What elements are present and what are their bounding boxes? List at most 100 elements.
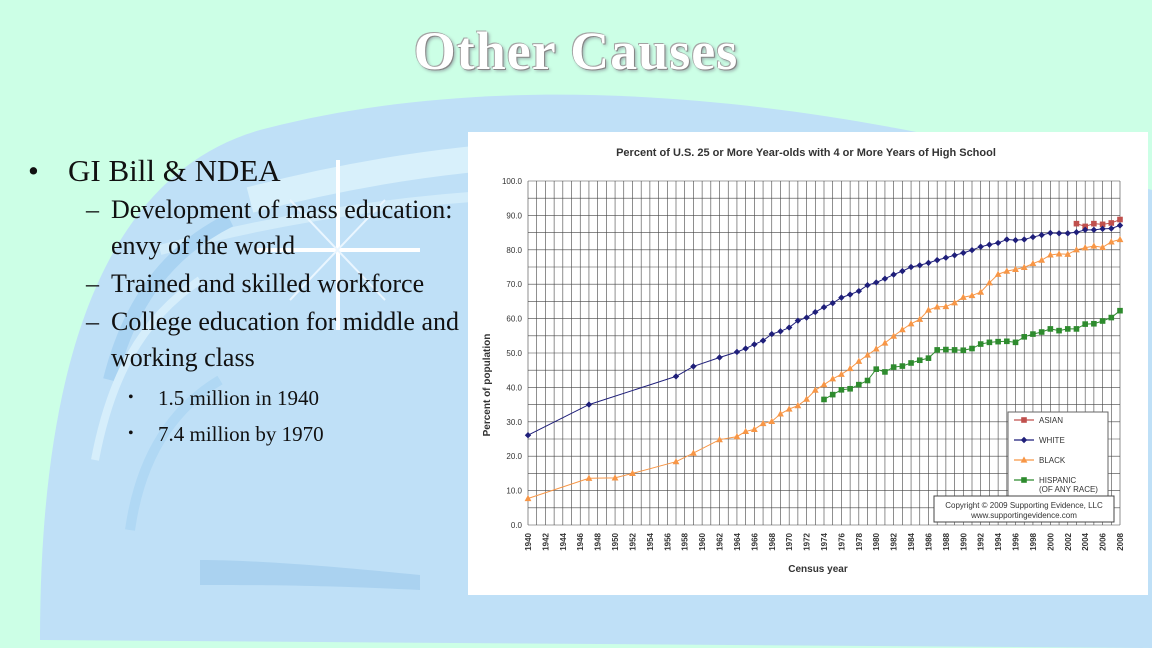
data-point <box>1082 223 1088 230</box>
legend-label: WHITE <box>1039 436 1065 445</box>
series-line <box>527 238 1121 499</box>
data-point <box>733 432 741 440</box>
data-point <box>933 303 941 310</box>
bullet-dot-icon: • <box>28 153 39 188</box>
y-tick-label: 10.0 <box>506 487 522 496</box>
data-point <box>1047 326 1054 332</box>
data-point <box>1099 225 1106 233</box>
data-point <box>1029 259 1037 267</box>
data-point <box>934 347 940 353</box>
data-point <box>986 339 993 346</box>
data-point <box>733 348 741 356</box>
data-point <box>882 369 888 375</box>
data-point <box>986 279 993 286</box>
data-point <box>812 308 819 316</box>
data-point <box>995 338 1001 345</box>
data-point <box>759 419 767 427</box>
dash-icon: – <box>86 269 99 298</box>
data-point <box>759 337 767 344</box>
bullet-dot-icon: • <box>128 425 134 442</box>
x-tick-label: 1944 <box>559 532 568 550</box>
data-point <box>1055 250 1063 257</box>
y-tick-label: 80.0 <box>506 246 522 255</box>
x-tick-label: 2002 <box>1064 532 1073 550</box>
data-point <box>1107 238 1115 245</box>
x-axis-ticks: 1940 1942 1944 1946 1948 1950 1952 1954 1956 1958… <box>524 532 1125 550</box>
data-point <box>968 291 976 299</box>
data-point <box>690 363 697 370</box>
chart-series <box>524 216 1124 502</box>
data-point <box>864 377 871 384</box>
data-point <box>1064 230 1071 237</box>
y-tick-label: 50.0 <box>506 349 522 358</box>
data-point <box>1064 326 1071 332</box>
bullet-list: • GI Bill & NDEA – Development of mass e… <box>28 152 478 452</box>
data-point <box>1117 216 1123 223</box>
data-point <box>1055 230 1063 237</box>
data-point <box>1090 242 1098 249</box>
data-point <box>742 345 749 352</box>
data-point <box>811 386 819 393</box>
y-axis-label: Percent of population <box>482 334 493 437</box>
y-tick-label: 40.0 <box>506 383 522 392</box>
data-point <box>1038 231 1045 239</box>
data-point <box>925 259 932 267</box>
y-tick-label: 20.0 <box>506 452 522 461</box>
data-point <box>1081 226 1089 234</box>
data-point <box>794 402 802 409</box>
data-point <box>933 256 941 264</box>
data-point <box>1020 263 1028 270</box>
data-point <box>803 314 810 321</box>
data-point <box>925 306 932 313</box>
x-tick-label: 1996 <box>1012 532 1021 550</box>
data-point <box>1056 327 1062 334</box>
data-point <box>785 405 793 412</box>
data-point <box>1073 326 1080 332</box>
y-tick-label: 30.0 <box>506 418 522 427</box>
data-point <box>951 299 958 306</box>
data-point <box>1099 318 1106 324</box>
copyright-line: Copyright © 2009 Supporting Evidence, LL… <box>945 501 1103 510</box>
data-point <box>585 401 593 408</box>
data-point <box>846 291 854 298</box>
data-point <box>1012 265 1019 273</box>
data-point <box>585 474 593 481</box>
data-point <box>829 391 836 398</box>
x-tick-label: 1948 <box>594 532 603 550</box>
data-point <box>873 366 880 372</box>
data-point <box>960 347 967 354</box>
x-tick-label: 2000 <box>1046 532 1055 550</box>
x-axis-label: Census year <box>788 564 848 575</box>
bullet-item: • GI Bill & NDEA <box>28 152 478 190</box>
dash-icon: – <box>86 307 99 336</box>
data-point <box>1003 267 1011 274</box>
data-point <box>1012 339 1019 346</box>
data-point <box>890 332 898 339</box>
x-tick-label: 1980 <box>872 532 881 550</box>
data-point <box>951 252 958 259</box>
data-point <box>881 339 889 346</box>
data-point <box>1038 329 1045 335</box>
data-point <box>1073 246 1080 253</box>
data-point <box>803 395 810 402</box>
y-tick-label: 70.0 <box>506 280 522 289</box>
data-point <box>916 357 923 364</box>
x-tick-label: 1992 <box>977 532 986 550</box>
data-point <box>820 381 828 388</box>
data-point <box>942 302 950 310</box>
data-point <box>1012 236 1019 244</box>
data-point <box>890 364 897 370</box>
sub-sub-bullet-text: 1.5 million in 1940 <box>158 386 320 410</box>
data-point <box>1038 256 1046 263</box>
data-point <box>1046 251 1054 258</box>
data-point <box>1108 314 1115 321</box>
data-point <box>1003 236 1011 243</box>
data-point <box>907 320 915 327</box>
x-tick-label: 1976 <box>837 532 846 550</box>
data-point <box>750 425 758 432</box>
data-point <box>1081 244 1089 251</box>
x-tick-label: 1978 <box>855 532 864 550</box>
series-black <box>524 235 1124 502</box>
sub-bullet-item: – Development of mass education: envy of… <box>86 192 478 264</box>
data-point <box>994 239 1002 247</box>
